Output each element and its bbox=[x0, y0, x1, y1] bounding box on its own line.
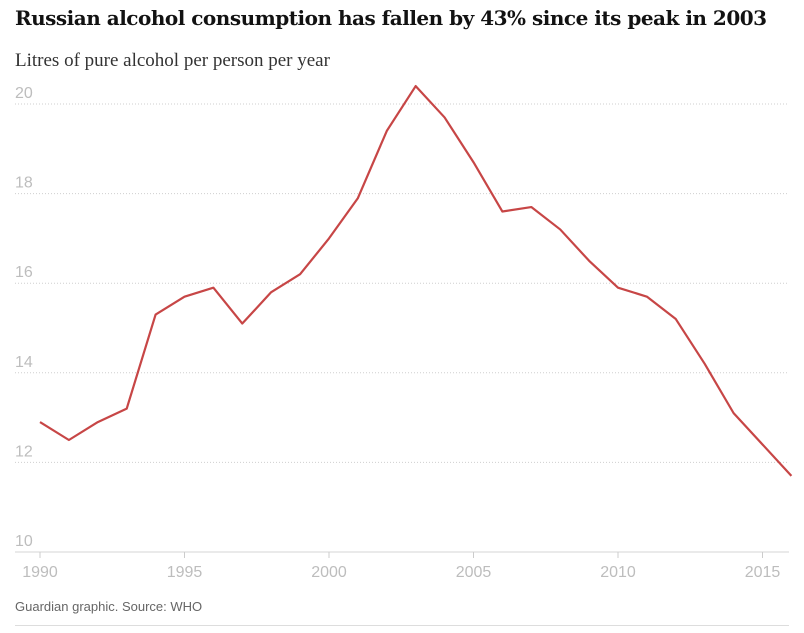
y-tick-label: 14 bbox=[15, 354, 33, 371]
series-line bbox=[39, 84, 793, 477]
x-tick-label: 2010 bbox=[600, 564, 636, 581]
y-tick-label: 18 bbox=[15, 175, 33, 192]
x-tick-label: 1995 bbox=[167, 564, 203, 581]
y-tick-label: 20 bbox=[15, 85, 33, 102]
y-tick-label: 12 bbox=[15, 443, 33, 460]
x-tick-label: 2000 bbox=[311, 564, 347, 581]
x-tick-label: 2005 bbox=[456, 564, 492, 581]
chart-subtitle: Litres of pure alcohol per person per ye… bbox=[15, 50, 330, 71]
chart-title: Russian alcohol consumption has fallen b… bbox=[15, 6, 767, 30]
bottom-divider bbox=[15, 625, 789, 626]
y-tick-label: 10 bbox=[15, 533, 33, 550]
y-tick-label: 16 bbox=[15, 264, 33, 281]
x-tick-label: 2015 bbox=[745, 564, 781, 581]
x-tick-label: 1990 bbox=[22, 564, 58, 581]
chart-source: Guardian graphic. Source: WHO bbox=[15, 599, 203, 614]
